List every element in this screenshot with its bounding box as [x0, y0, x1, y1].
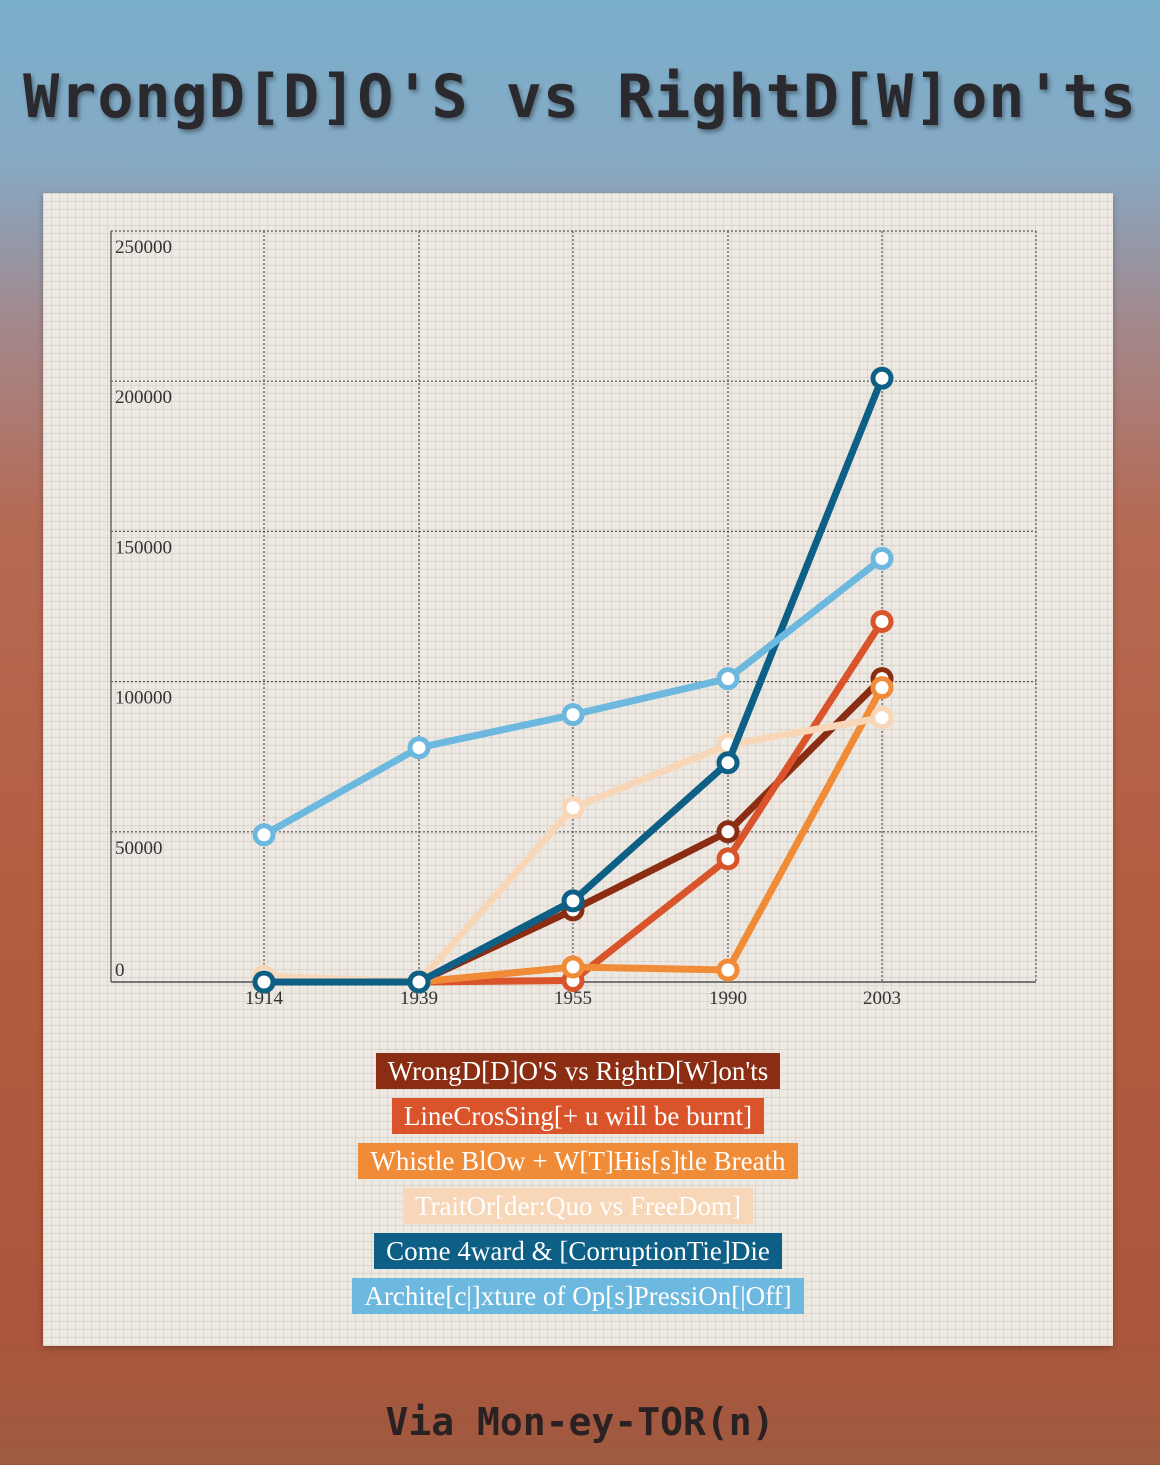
data-point: [561, 889, 585, 913]
y-tick-label: 0: [115, 960, 125, 981]
legend-entry: Come 4ward & [CorruptionTie]Die: [374, 1233, 782, 1269]
data-point: [870, 706, 894, 730]
data-point: [716, 667, 740, 691]
data-point: [561, 955, 585, 979]
footer-caption: Via Mon-ey-TOR(n): [385, 1400, 775, 1444]
page-title: WrongD[D]O'S vs RightD[W]on'ts: [23, 62, 1137, 132]
y-tick-label: 250000: [115, 237, 172, 258]
legend-entry: Whistle BlOw + W[T]His[s]tle Breath: [358, 1143, 798, 1179]
legend-entry: TraitOr[der:Quo vs FreeDom]: [403, 1188, 753, 1224]
x-tick-label: 2003: [863, 988, 901, 1009]
x-tick-label: 1955: [554, 988, 592, 1009]
chart-panel: 0 50000 100000 150000 200000 250000 1914 1939 19…: [43, 193, 1113, 1346]
legend-entry: LineCrosSing[+ u will be burnt]: [391, 1098, 765, 1134]
chart-grid: [111, 230, 1037, 983]
data-point: [716, 751, 740, 775]
legend-entry: Archite[c|]xture of Op[s]PressiOn[|Off]: [352, 1278, 804, 1314]
data-point: [252, 970, 276, 994]
data-point: [407, 736, 431, 760]
data-point: [716, 958, 740, 982]
data-point: [561, 796, 585, 820]
data-point: [870, 676, 894, 700]
series-line: [260, 714, 886, 986]
data-point: [407, 970, 431, 994]
y-tick-label: 150000: [115, 537, 172, 558]
data-point: [561, 703, 585, 727]
y-tick-label: 50000: [115, 838, 163, 859]
line-chart: 0 50000 100000 150000 200000 250000 1914 1939 19…: [110, 230, 1037, 1009]
data-point: [716, 847, 740, 871]
chart-legend: WrongD[D]O'S vs RightD[W]on'ts LineCrosSi…: [43, 1053, 1113, 1314]
data-point: [716, 820, 740, 844]
y-tick-label: 200000: [115, 387, 172, 408]
y-tick-label: 100000: [115, 688, 172, 709]
data-point: [870, 610, 894, 634]
data-point: [870, 546, 894, 570]
data-point: [252, 823, 276, 847]
data-point: [870, 366, 894, 390]
legend-entry: WrongD[D]O'S vs RightD[W]on'ts: [375, 1053, 781, 1089]
chart-series: [252, 366, 894, 994]
x-tick-label: 1990: [709, 988, 747, 1009]
x-tick-label: 1914: [245, 988, 284, 1009]
x-tick-label: 1939: [400, 988, 438, 1009]
series-5: [252, 546, 894, 847]
